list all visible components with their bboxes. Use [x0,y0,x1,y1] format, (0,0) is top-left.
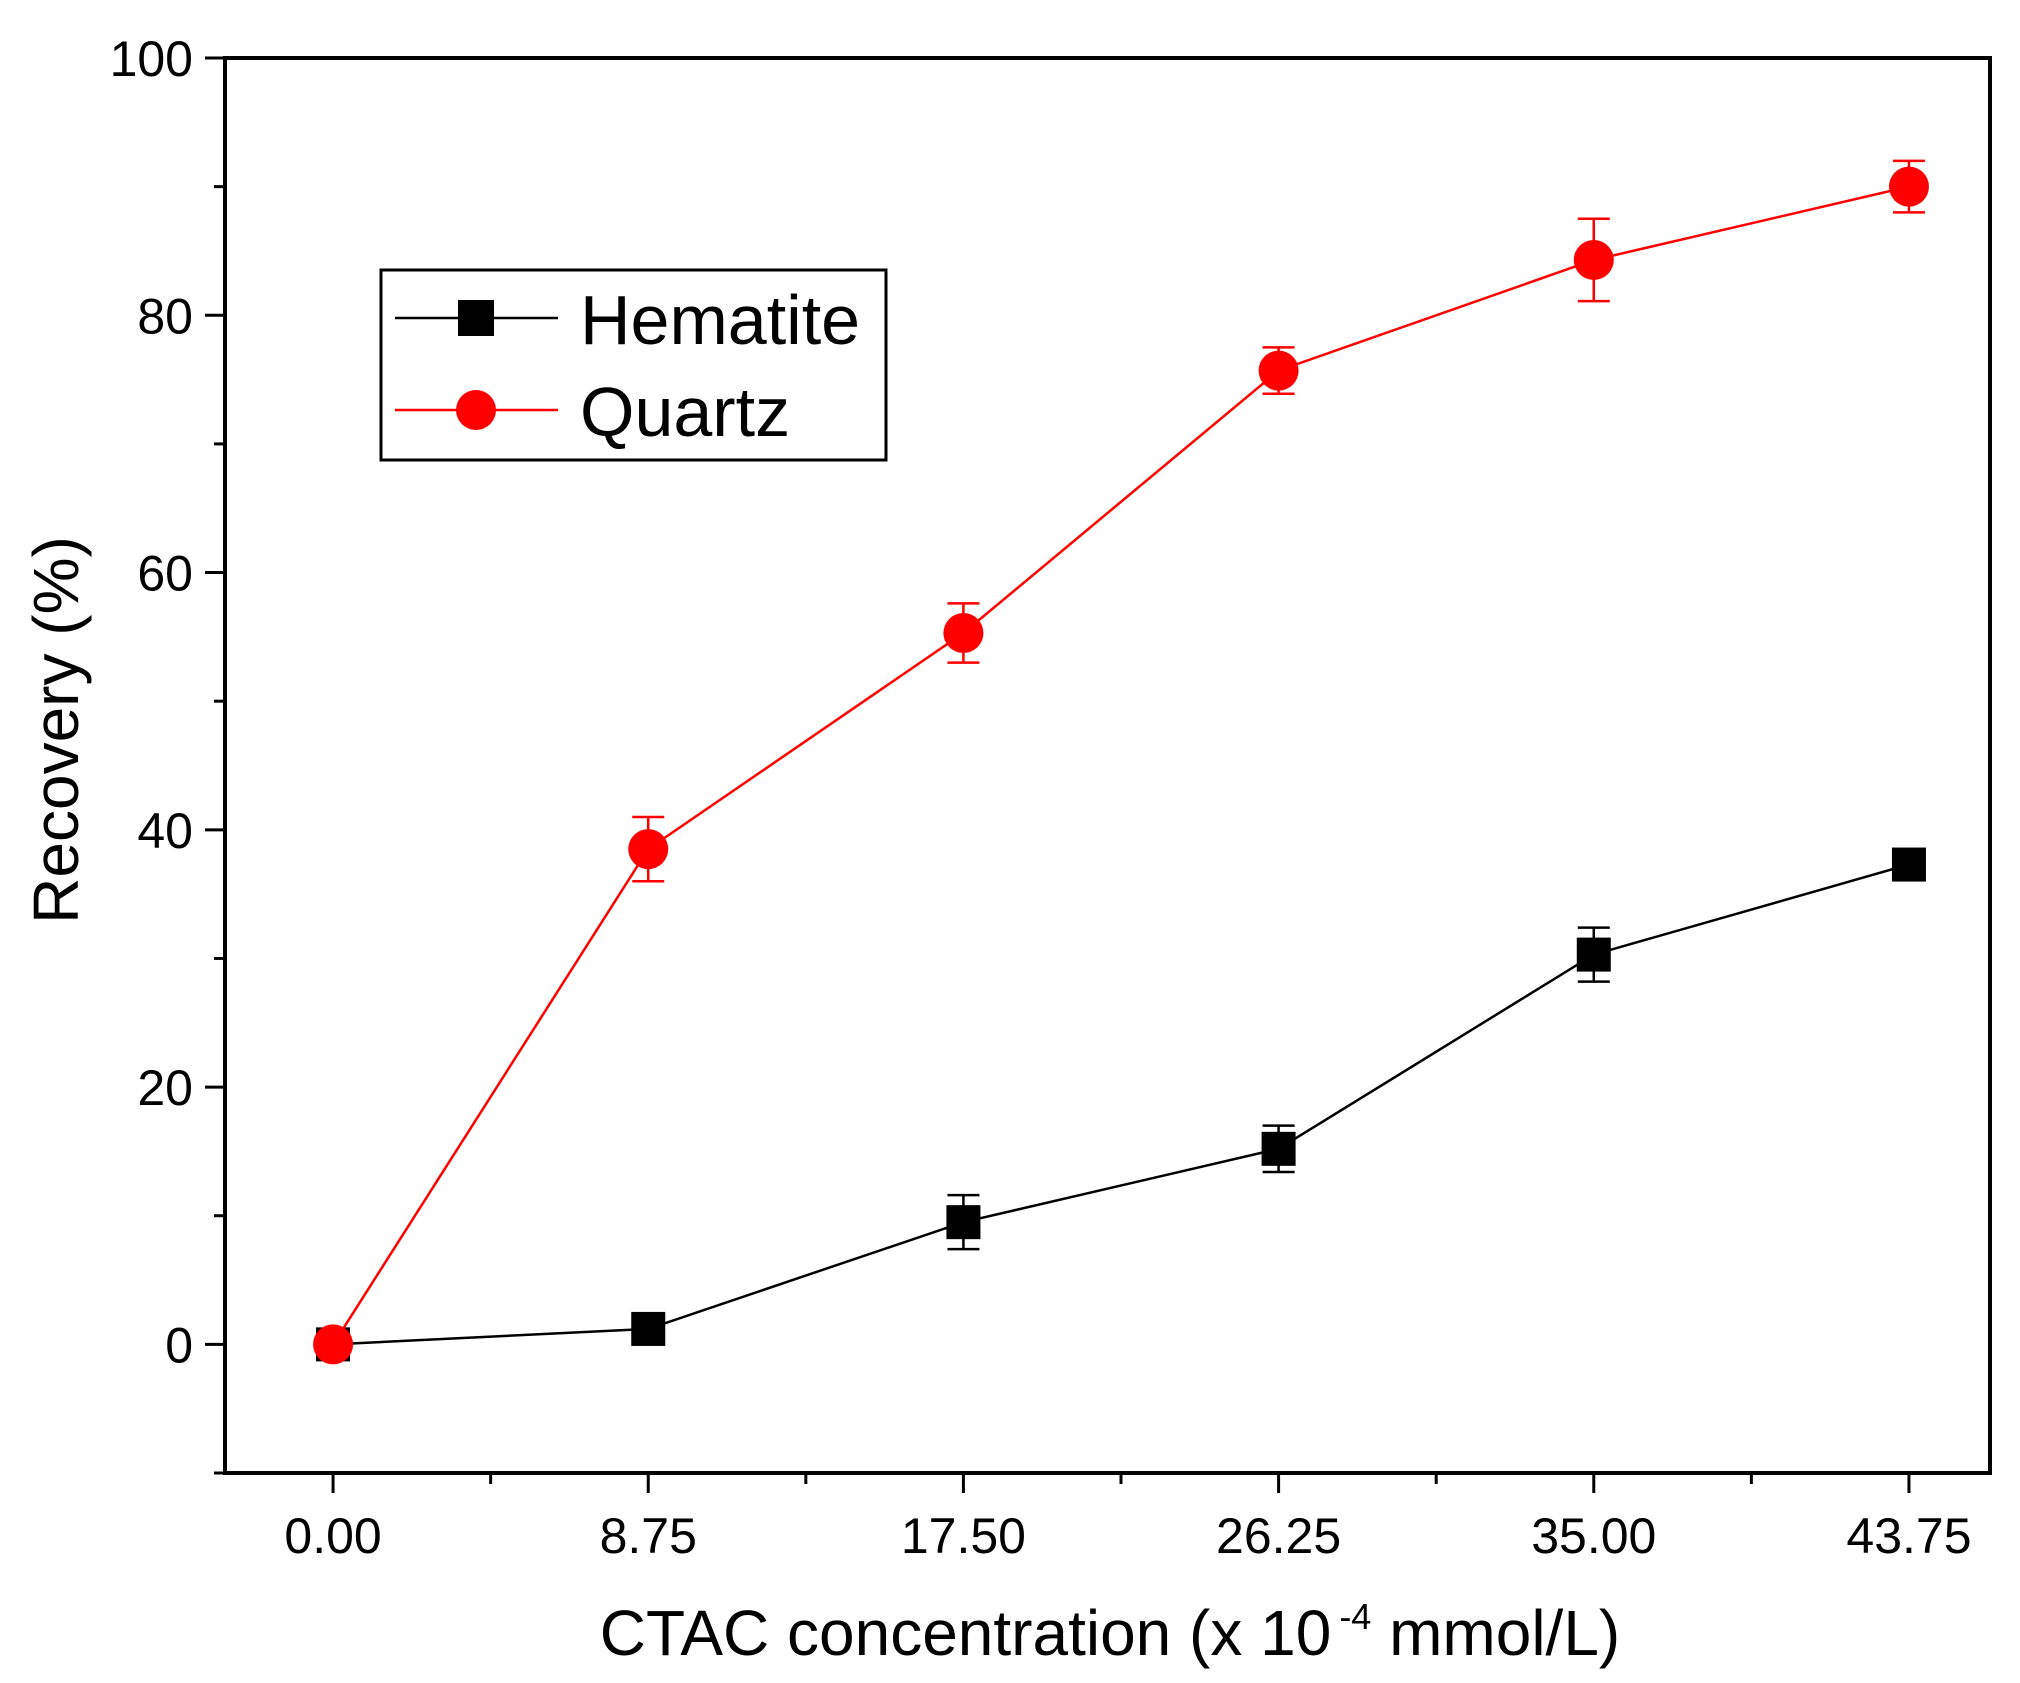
data-point-quartz [1888,166,1929,207]
data-point-hematite [1261,1131,1296,1166]
legend-label-hematite: Hematite [580,281,860,359]
series-quartz [313,159,1929,1365]
data-point-quartz [943,613,984,654]
data-point-hematite [1576,937,1611,972]
x-tick-label: 8.75 [600,1508,697,1564]
legend-item-quartz: Quartz [395,373,790,451]
plot-area [313,159,1929,1365]
data-point-quartz [313,1324,354,1365]
y-tick-label: 80 [137,288,193,344]
legend-marker-quartz [456,390,496,430]
series-line-hematite [333,863,1910,1346]
data-point-hematite [946,1205,981,1240]
series-line-quartz [332,185,1910,1346]
y-tick-label: 40 [137,803,193,859]
y-tick-label: 100 [110,31,193,87]
axes [205,56,1992,1493]
y-axis-title: Recovery (%) [20,536,92,924]
plot-frame [223,56,1992,1475]
x-tick-label: 35.00 [1531,1508,1656,1564]
series-hematite [316,847,1926,1362]
x-tick-label: 43.75 [1846,1508,1971,1564]
x-tick-label: 26.25 [1216,1508,1341,1564]
x-tick-label: 0.00 [284,1508,381,1564]
legend-item-hematite: Hematite [395,281,860,359]
data-point-hematite [1891,847,1926,882]
x-axis-title: CTAC concentration (x 10 -4 mmol/L) [600,1596,1620,1669]
y-tick-label: 60 [137,546,193,602]
data-point-hematite [631,1311,666,1346]
x-axis-title-exponent: -4 [1339,1596,1371,1637]
legend-marker-hematite [458,300,494,336]
x-axis-title-prefix: CTAC concentration (x 10 [600,1597,1332,1669]
legend: Hematite Quartz [379,268,888,462]
y-tick-label: 20 [137,1060,193,1116]
x-axis-title-suffix: mmol/L) [1371,1597,1620,1669]
legend-label-quartz: Quartz [580,373,790,451]
y-tick-label: 0 [165,1317,193,1373]
data-point-quartz [1573,239,1614,280]
x-tick-label: 17.50 [901,1508,1026,1564]
data-point-quartz [628,829,669,870]
data-point-quartz [1258,350,1299,391]
tick-labels: 0 20 40 60 80 100 0.00 8.75 17.50 26.25 35.00 43.75 [110,31,1972,1564]
